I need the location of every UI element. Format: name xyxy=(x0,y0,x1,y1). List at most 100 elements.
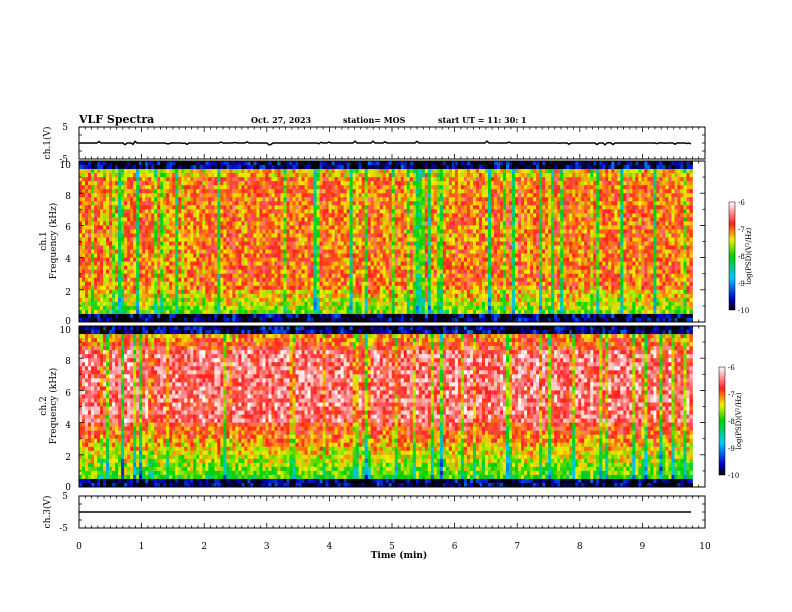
spectrogram-cell xyxy=(235,237,239,242)
spectrogram-cell xyxy=(271,221,275,226)
spectrogram-cell xyxy=(163,185,167,190)
spectrogram-cell xyxy=(367,213,372,218)
spectrogram-cell xyxy=(130,269,134,275)
spectrogram-cell xyxy=(97,201,101,206)
spectrogram-cell xyxy=(136,265,140,271)
spectrogram-cell xyxy=(160,201,164,206)
spectrogram-cell xyxy=(427,165,432,170)
spectrogram-cell xyxy=(160,293,164,299)
spectrogram-cell xyxy=(262,309,266,315)
spectrogram-cell xyxy=(172,269,176,275)
spectrogram-cell xyxy=(406,209,411,214)
spectrogram-cell xyxy=(202,297,206,303)
spectrogram-cell xyxy=(115,181,119,186)
spectrogram-cell xyxy=(433,245,438,250)
spectrogram-cell xyxy=(406,273,411,279)
spectrogram-cell xyxy=(133,237,137,242)
spectrogram-cell xyxy=(226,265,230,271)
spectrogram-cell xyxy=(256,197,260,202)
spectrogram-cell xyxy=(133,289,137,295)
spectrogram-cell xyxy=(316,193,320,198)
spectrogram-cell xyxy=(178,253,182,258)
spectrogram-cell xyxy=(361,209,366,214)
spectrogram-cell xyxy=(424,185,429,190)
spectrogram-cell xyxy=(121,261,125,267)
spectrogram-cell xyxy=(448,257,453,263)
spectrogram-cell xyxy=(85,201,89,206)
spectrogram-cell xyxy=(112,237,116,242)
spectrogram-cell xyxy=(187,181,191,186)
spectrogram-cell xyxy=(445,237,450,242)
spectrogram-cell xyxy=(232,177,236,182)
spectrogram-cell xyxy=(427,289,432,295)
spectrogram-cell xyxy=(148,165,152,170)
spectrogram-cell xyxy=(163,165,167,170)
spectrogram-cell xyxy=(334,233,339,238)
spectrogram-cell xyxy=(325,177,329,182)
spectrogram-cell xyxy=(421,305,426,311)
spectrogram-cell xyxy=(307,233,311,238)
spectrogram-cell xyxy=(436,313,441,319)
spectrogram-cell xyxy=(286,225,290,230)
spectrogram-cell xyxy=(298,185,302,190)
spectrogram-cell xyxy=(184,173,188,178)
spectrogram-cell xyxy=(160,281,164,287)
spectrogram-cell xyxy=(115,217,119,222)
spectrogram-cell xyxy=(358,253,363,258)
spectrogram-cell xyxy=(97,245,101,250)
spectrogram-cell xyxy=(238,297,242,303)
spectrogram-cell xyxy=(127,281,131,287)
spectrogram-cell xyxy=(193,273,197,279)
spectrogram-cell xyxy=(94,237,98,242)
spectrogram-cell xyxy=(100,281,104,287)
spectrogram-cell xyxy=(220,289,224,295)
spectrogram-cell xyxy=(121,297,125,303)
spectrogram-cell xyxy=(160,189,164,194)
spectrogram-cell xyxy=(217,213,221,218)
spectrogram-cell xyxy=(250,241,254,246)
spectrogram-cell xyxy=(313,181,317,186)
spectrogram-cell xyxy=(301,221,305,226)
spectrogram-cell xyxy=(361,193,366,198)
spectrogram-cell xyxy=(181,273,185,279)
spectrogram-cell xyxy=(139,221,143,226)
spectrogram-cell xyxy=(100,241,104,246)
spectrogram-cell xyxy=(265,253,269,258)
spectrogram-cell xyxy=(301,265,305,271)
spectrogram-cell xyxy=(376,185,381,190)
spectrogram-cell xyxy=(403,197,408,202)
spectrogram-cell xyxy=(424,189,429,194)
spectrogram-cell xyxy=(181,265,185,271)
spectrogram-cell xyxy=(451,269,456,275)
spectrogram-cell xyxy=(358,309,363,315)
spectrogram-cell xyxy=(82,209,86,214)
spectrogram-cell xyxy=(157,209,161,214)
spectrogram-cell xyxy=(388,233,393,238)
spectrogram-cell xyxy=(427,297,432,303)
spectrogram-cell xyxy=(325,241,329,246)
spectrogram-cell xyxy=(241,217,245,222)
spectrogram-cell xyxy=(220,305,224,311)
spectrogram-cell xyxy=(118,297,122,303)
spectrogram-cell xyxy=(337,269,342,275)
spectrogram-cell xyxy=(355,205,360,210)
spectrogram-cell xyxy=(373,185,378,190)
spectrogram-cell xyxy=(133,233,137,238)
spectrogram-cell xyxy=(94,257,98,263)
spectrogram-cell xyxy=(124,317,128,323)
spectrogram-cell xyxy=(217,289,221,295)
spectrogram-cell xyxy=(382,229,387,234)
spectrogram-cell xyxy=(256,249,260,254)
spectrogram-cell xyxy=(214,261,218,267)
spectrogram-cell xyxy=(346,209,351,214)
spectrogram-cell xyxy=(166,301,170,307)
spectrogram-cell xyxy=(301,293,305,299)
spectrogram-cell xyxy=(115,185,119,190)
spectrogram-cell xyxy=(343,301,348,307)
spectrogram-cell xyxy=(79,225,83,230)
spectrogram-cell xyxy=(145,261,149,267)
spectrogram-cell xyxy=(199,301,203,307)
spectrogram-cell xyxy=(88,177,92,182)
spectrogram-cell xyxy=(148,293,152,299)
spectrogram-cell xyxy=(364,277,369,283)
